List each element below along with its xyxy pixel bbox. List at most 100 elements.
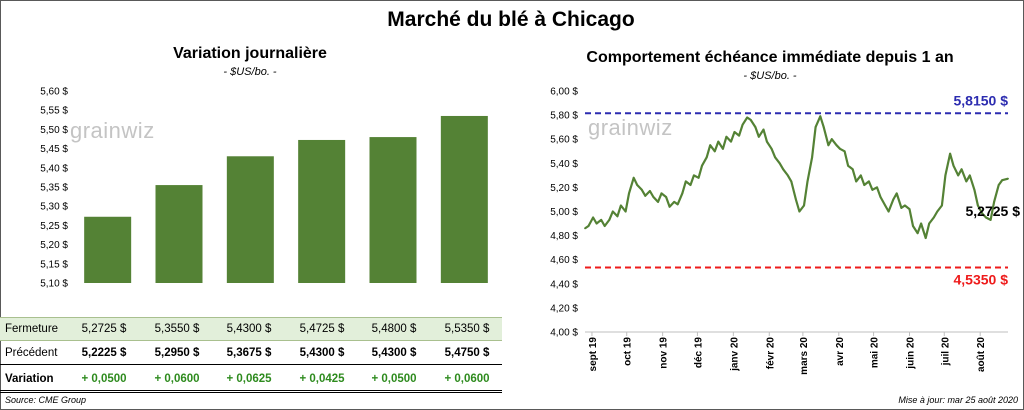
price-point — [689, 184, 692, 186]
price-point — [932, 216, 935, 219]
line-x-tick-label: févr 20 — [765, 337, 776, 370]
price-point — [892, 198, 895, 201]
high-value-label: 5,8150 $ — [954, 92, 1009, 108]
table-row-precedent: Précédent 5,2225 $ 5,2950 $ 5,3675 $ 5,4… — [0, 342, 502, 365]
price-point — [782, 168, 785, 171]
line-y-tick-label: 5,20 $ — [550, 183, 578, 194]
precedent-cell: 5,4300 $ — [299, 347, 345, 359]
bar-y-tick-label: 5,20 $ — [40, 240, 68, 251]
price-point — [790, 180, 793, 183]
price-point — [952, 164, 955, 167]
price-point — [600, 219, 603, 221]
price-point — [749, 119, 752, 121]
row-label-fermeture: Fermeture — [5, 323, 59, 335]
price-point — [608, 219, 611, 221]
fermeture-cell: 5,2725 $ — [81, 323, 127, 335]
price-point — [725, 135, 728, 138]
price-point — [895, 192, 898, 195]
price-point — [903, 204, 906, 207]
price-point — [757, 135, 760, 138]
fermeture-cell: 5,4725 $ — [299, 323, 345, 335]
price-point — [900, 206, 903, 209]
price-point — [616, 215, 619, 218]
line-y-tick-label: 4,60 $ — [550, 255, 578, 266]
bar — [298, 139, 346, 283]
precedent-cell: 5,2225 $ — [81, 347, 127, 359]
price-point — [774, 156, 776, 159]
left-chart-title: Variation journalière — [173, 45, 327, 62]
low-value-label: 4,5350 $ — [954, 272, 1009, 288]
price-point — [863, 184, 866, 186]
price-point — [717, 140, 720, 143]
price-point — [595, 222, 598, 225]
price-point — [843, 150, 846, 153]
price-point — [968, 174, 971, 177]
price-point — [822, 126, 825, 129]
line-y-tick-label: 5,60 $ — [550, 135, 578, 146]
price-point — [993, 200, 995, 203]
price-point — [916, 232, 919, 235]
right-chart-subtitle: - $US/bo. - — [743, 70, 797, 82]
price-point — [648, 190, 651, 192]
table-row-fermeture: Fermeture 5,2725 $ 5,3550 $ 5,4300 $ 5,4… — [0, 317, 502, 341]
bar-y-tick-label: 5,25 $ — [40, 221, 68, 232]
line-y-tick-label: 5,00 $ — [550, 207, 578, 218]
price-point — [722, 147, 724, 150]
price-point — [920, 222, 922, 225]
precedent-cell: 5,4750 $ — [444, 347, 490, 359]
price-point — [989, 219, 992, 221]
line-y-tick-label: 6,00 $ — [550, 87, 578, 98]
line-x-tick-label: juil 20 — [940, 337, 951, 367]
price-point — [660, 192, 663, 195]
line-x-tick-label: juin 20 — [905, 337, 916, 370]
bar-y-tick-label: 5,40 $ — [40, 163, 68, 174]
price-point — [876, 186, 878, 189]
price-point — [819, 115, 822, 118]
price-point — [965, 180, 968, 183]
precedent-cell: 5,4300 $ — [371, 347, 417, 359]
line-x-tick-label: nov 19 — [659, 337, 670, 369]
price-point — [733, 131, 736, 133]
fermeture-cell: 5,3550 $ — [154, 323, 200, 335]
variation-cell: + 0,0600 — [444, 373, 490, 385]
price-point — [944, 174, 947, 177]
price-point — [746, 116, 749, 119]
price-point — [997, 184, 1000, 186]
update-note: Mise à jour: mar 25 août 2020 — [898, 395, 1018, 405]
price-point — [811, 156, 814, 159]
line-x-tick-label: mai 20 — [870, 337, 881, 369]
line-y-tick-label: 5,80 $ — [550, 111, 578, 122]
bar-chart: 5,10 $ 5,15 $ 5,20 $ 5,25 $ 5,30 $ 5,35 $ 5,40… — [40, 87, 488, 290]
price-point — [592, 216, 595, 219]
left-chart-subtitle: - $US/bo. - — [223, 66, 277, 78]
price-point — [636, 184, 639, 186]
price-point — [973, 188, 976, 191]
bar — [369, 137, 417, 283]
price-point — [762, 128, 765, 131]
price-point — [827, 144, 830, 147]
price-point — [879, 196, 882, 198]
price-point — [941, 204, 943, 207]
price-point — [928, 222, 931, 225]
price-point — [713, 150, 716, 153]
price-point — [835, 144, 838, 147]
price-point — [730, 140, 732, 143]
price-point — [884, 204, 887, 207]
line-x-tick-label: janv 20 — [729, 337, 740, 372]
variation-cell: + 0,0500 — [371, 373, 417, 385]
line-x-tick-label: août 20 — [976, 337, 987, 372]
price-point — [1001, 179, 1004, 182]
line-y-tick-label: 5,40 $ — [550, 159, 578, 170]
source-note: Source: CME Group — [5, 395, 87, 405]
row-label-variation: Variation — [5, 373, 54, 385]
bar — [84, 216, 132, 283]
price-point — [985, 216, 987, 219]
price-point — [806, 180, 809, 183]
price-point — [709, 144, 712, 147]
variation-cell: + 0,0500 — [81, 373, 127, 385]
price-point — [697, 176, 700, 179]
price-point — [632, 176, 635, 179]
price-point — [587, 225, 590, 227]
variation-cell: + 0,0600 — [154, 373, 200, 385]
price-point — [795, 198, 797, 201]
